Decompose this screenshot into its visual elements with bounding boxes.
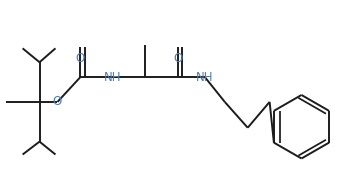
- Text: O: O: [173, 52, 183, 65]
- Text: O: O: [76, 52, 85, 65]
- Text: NH: NH: [196, 71, 213, 84]
- Text: O: O: [53, 95, 62, 108]
- Text: NH: NH: [103, 71, 121, 84]
